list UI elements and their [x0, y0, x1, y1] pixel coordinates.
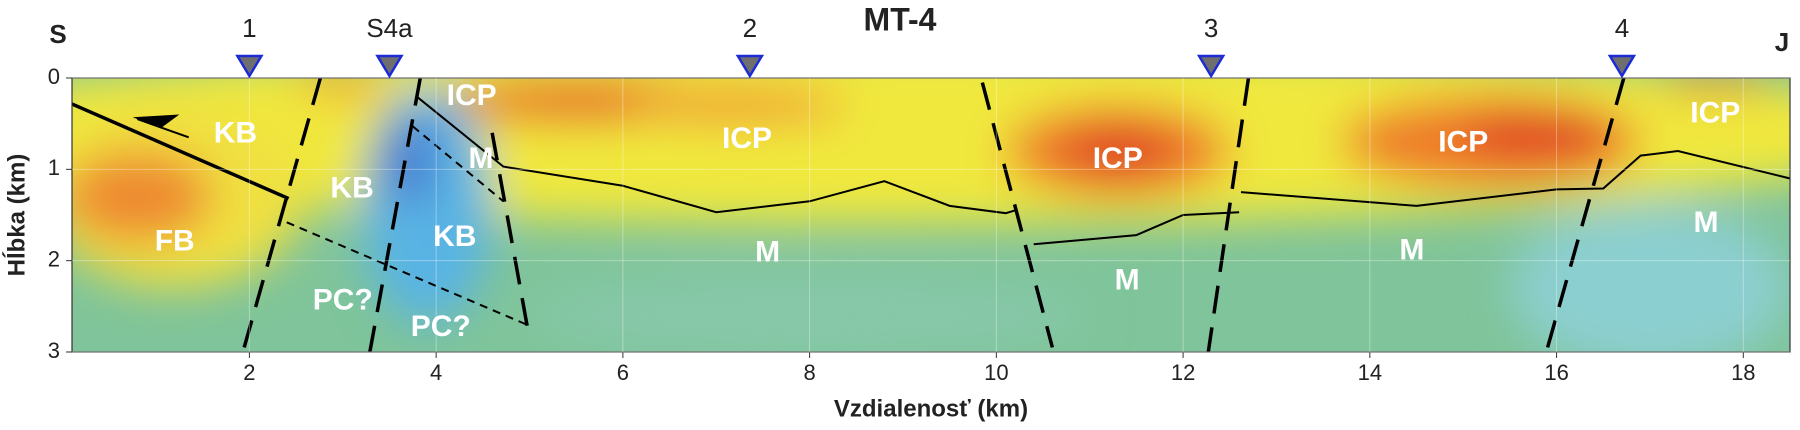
- unit-label: ICP: [1438, 126, 1488, 159]
- y-tick-label: 1: [48, 155, 60, 180]
- field-blob: [1509, 205, 1790, 352]
- unit-label: KB: [433, 220, 476, 253]
- field-blob: [1463, 105, 1613, 161]
- plot-frame: [71, 77, 1791, 353]
- interpretation: KB FB KB KB PC? PC? ICP M ICP M ICP M ICP M ICP M: [72, 78, 1790, 352]
- resistivity-field: [72, 78, 1790, 352]
- boundary: [1240, 150, 1790, 207]
- fault: [490, 132, 531, 335]
- field-blob: [529, 269, 1090, 352]
- x-tick-label: 4: [430, 360, 442, 385]
- boundary-dashed: [286, 221, 528, 326]
- arrow-head: [132, 114, 180, 129]
- x-tick-label: 10: [984, 360, 1008, 385]
- fault: [1206, 78, 1251, 352]
- x-axis-label: Vzdialenosť (km): [834, 395, 1028, 422]
- fault: [368, 78, 422, 352]
- unit-label: PC?: [313, 284, 373, 317]
- unit-label: M: [755, 235, 780, 268]
- unit-label: FB: [155, 224, 195, 257]
- x-tick-label: 16: [1544, 360, 1568, 385]
- unit-label: M: [1399, 233, 1424, 266]
- unit-label: ICP: [447, 79, 497, 112]
- unit-label: KB: [214, 117, 257, 150]
- chart-title: MT-4: [864, 1, 937, 37]
- x-tick-label: 12: [1171, 360, 1195, 385]
- x-tick-label: 8: [803, 360, 815, 385]
- field-blob: [622, 87, 847, 124]
- right-label: J: [1775, 27, 1789, 57]
- station-label: 2: [743, 13, 757, 43]
- unit-label: PC?: [411, 310, 471, 343]
- field-blob: [1061, 123, 1174, 179]
- field-blob: [296, 78, 390, 94]
- x-tick-label: 6: [617, 360, 629, 385]
- unit-label: ICP: [1093, 142, 1143, 175]
- x-tick-label: 14: [1358, 360, 1382, 385]
- unit-label: ICP: [722, 122, 772, 155]
- left-label: S: [49, 19, 66, 49]
- boundary-dashed: [412, 125, 505, 203]
- unit-label: M: [468, 142, 493, 175]
- fault: [1544, 78, 1626, 352]
- station-label: S4a: [366, 13, 413, 43]
- station-label: 1: [242, 13, 256, 43]
- x-tick-label: 18: [1731, 360, 1755, 385]
- unit-label: M: [1693, 206, 1718, 239]
- boundary: [1033, 211, 1240, 246]
- fault: [241, 78, 323, 352]
- station-label: 3: [1204, 13, 1218, 43]
- station-marker: [375, 54, 404, 79]
- fault: [980, 82, 1055, 348]
- y-tick-label: 0: [48, 64, 60, 89]
- thrust: [72, 102, 290, 201]
- unit-label: M: [1115, 264, 1140, 297]
- field-blob: [72, 151, 213, 243]
- station-marker: [735, 54, 765, 79]
- boundary: [416, 96, 1016, 215]
- station-marker: [1607, 54, 1637, 79]
- y-tick-label: 2: [48, 246, 60, 271]
- x-tick-label: 2: [243, 360, 255, 385]
- station-marker: [235, 54, 264, 79]
- field-blob: [380, 114, 437, 206]
- station-marker: [1196, 54, 1226, 79]
- y-tick-label: 3: [48, 338, 60, 363]
- station-label: 4: [1615, 13, 1629, 43]
- y-axis-label: Hĺbka (km): [1, 154, 30, 277]
- unit-label: KB: [330, 171, 373, 204]
- unit-label: ICP: [1690, 96, 1740, 129]
- field-blob: [1659, 78, 1772, 94]
